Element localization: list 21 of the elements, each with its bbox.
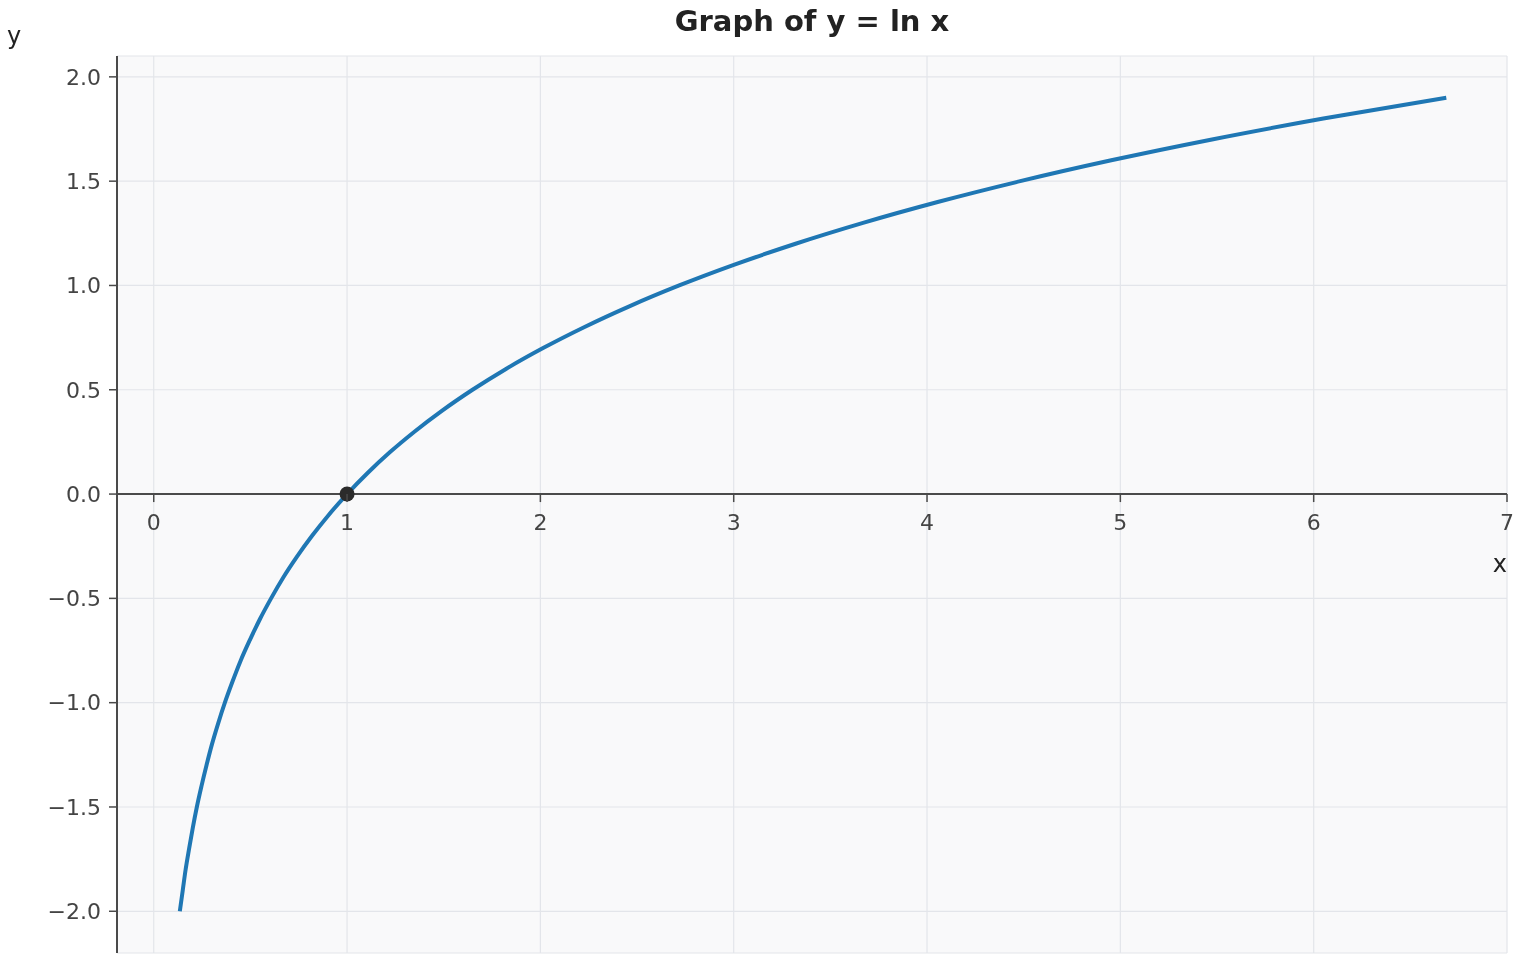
x-tick-label: 3 xyxy=(726,510,741,536)
y-tick-label: 2.0 xyxy=(66,64,101,90)
line-series xyxy=(177,95,1449,914)
x-tick-label: 5 xyxy=(1113,510,1128,536)
y-tick-label: −2.0 xyxy=(47,899,101,925)
y-tick-label: 1.5 xyxy=(66,168,101,194)
x-tick-label: 4 xyxy=(920,510,935,536)
chart-title: Graph of y = ln x xyxy=(674,4,950,38)
y-tick-label: 1.0 xyxy=(66,273,101,299)
x-tick-label: 0 xyxy=(146,510,161,536)
y-axis-title: y xyxy=(7,22,22,50)
x-tick-label: 6 xyxy=(1306,510,1321,536)
x-tick-label: 7 xyxy=(1500,510,1514,536)
y-tick-label: 0.0 xyxy=(66,481,101,507)
y-tick-label: 0.5 xyxy=(66,377,101,403)
y-tick-label: −0.5 xyxy=(47,586,101,612)
y-tick-label: −1.0 xyxy=(47,690,101,716)
x-axis-title: x xyxy=(1492,550,1507,578)
x-tick-label: 2 xyxy=(533,510,548,536)
y-tick-label: −1.5 xyxy=(47,794,101,820)
x-tick-label: 1 xyxy=(340,510,355,536)
